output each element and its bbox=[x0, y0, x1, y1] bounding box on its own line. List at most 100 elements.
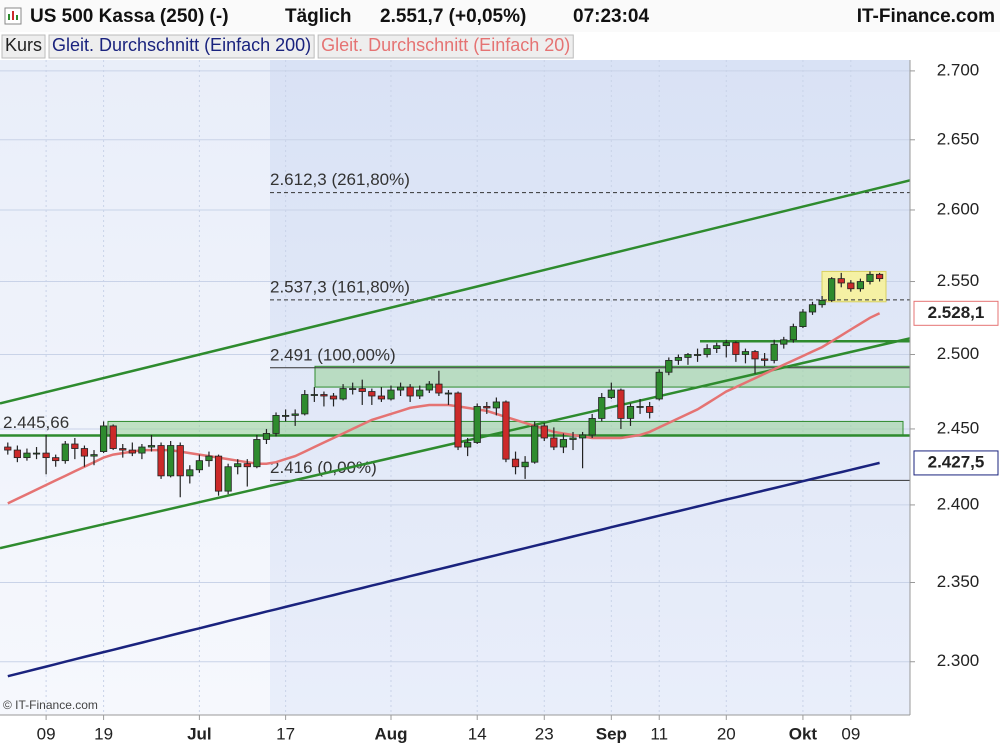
candle-body bbox=[349, 388, 357, 390]
candle-body bbox=[52, 457, 60, 462]
candle-body bbox=[339, 388, 347, 400]
candle-body bbox=[109, 425, 117, 449]
candle-body bbox=[119, 448, 127, 451]
candle-body bbox=[61, 443, 69, 462]
candle-body bbox=[559, 439, 568, 448]
candle-body bbox=[253, 439, 261, 468]
candle-body bbox=[205, 455, 213, 462]
candle-body bbox=[569, 437, 577, 440]
candle-body bbox=[856, 281, 865, 290]
y-tick-label: 2.550 bbox=[937, 271, 980, 290]
candle-body bbox=[703, 348, 711, 355]
candle-body bbox=[693, 354, 702, 356]
time: 07:23:04 bbox=[573, 6, 649, 27]
y-tick-label: 2.450 bbox=[937, 418, 980, 437]
candle-body bbox=[818, 299, 826, 306]
site: IT-Finance.com bbox=[857, 6, 995, 27]
candle-body bbox=[646, 406, 654, 413]
candle-body bbox=[808, 304, 817, 313]
candle-body bbox=[157, 445, 165, 477]
candle-body bbox=[751, 351, 759, 360]
candle-body bbox=[665, 359, 673, 373]
candle-body bbox=[23, 452, 31, 459]
candle-body bbox=[377, 395, 386, 400]
x-tick-label: 17 bbox=[276, 724, 295, 743]
candle-body bbox=[42, 452, 50, 459]
candle-body bbox=[626, 406, 635, 419]
candle-body bbox=[607, 389, 615, 398]
candle-body bbox=[406, 386, 414, 397]
fib-label: 2.537,3 (161,80%) bbox=[270, 277, 410, 296]
x-tick-label: 23 bbox=[535, 724, 554, 743]
candle-body bbox=[502, 401, 510, 460]
x-tick-label: 11 bbox=[650, 724, 668, 743]
candle-body bbox=[4, 446, 12, 451]
zone bbox=[314, 365, 910, 388]
fib-label: 2.612,3 (261,80%) bbox=[270, 170, 410, 189]
candle-body bbox=[224, 466, 232, 492]
candle-body bbox=[550, 437, 558, 448]
candle-body bbox=[454, 392, 462, 448]
candle-body bbox=[799, 311, 807, 327]
end-label: 2.427,5 bbox=[928, 452, 985, 471]
copyright: © IT-Finance.com bbox=[3, 698, 98, 712]
x-tick-label: 09 bbox=[841, 724, 860, 743]
candle-body bbox=[780, 339, 788, 345]
candle-body bbox=[387, 389, 395, 400]
fib-label: 2.491 (100,00%) bbox=[270, 345, 396, 364]
y-tick-label: 2.600 bbox=[937, 199, 980, 218]
candle-body bbox=[195, 460, 203, 471]
quote: 2.551,7 (+0,05%) bbox=[380, 6, 526, 27]
candle-body bbox=[655, 371, 663, 400]
candle-body bbox=[243, 463, 251, 468]
y-tick-label: 2.500 bbox=[937, 344, 980, 363]
legend-item: Gleit. Durchschnitt (Einfach 20) bbox=[317, 34, 574, 59]
candle-body bbox=[310, 394, 318, 396]
candle-body bbox=[416, 389, 424, 397]
candle-body bbox=[301, 394, 309, 415]
candle-body bbox=[598, 397, 606, 419]
candle-body bbox=[636, 406, 644, 408]
candle-body bbox=[358, 388, 366, 392]
candle-body bbox=[425, 383, 433, 391]
candle-body bbox=[90, 454, 98, 457]
candle-body bbox=[866, 273, 874, 282]
axes: 2.300 2.350 2.400 2.450 2.500 2.550 2.600 2.650… bbox=[0, 60, 999, 743]
candle-body bbox=[722, 342, 730, 347]
candle-body bbox=[147, 445, 156, 448]
legend-label: Gleit. Durchschnitt (Einfach 200) bbox=[52, 35, 311, 55]
candle-body bbox=[464, 442, 472, 448]
y-tick-label: 2.700 bbox=[937, 60, 980, 79]
x-tick-label: 19 bbox=[94, 724, 113, 743]
candle-body bbox=[272, 415, 280, 434]
candle-body bbox=[684, 354, 692, 358]
candle-body bbox=[329, 395, 338, 400]
candle-body bbox=[531, 425, 539, 463]
end-label-box bbox=[913, 450, 999, 476]
candle-body bbox=[32, 452, 41, 455]
candle-body bbox=[540, 425, 548, 439]
candle-body bbox=[320, 394, 328, 397]
candle-body bbox=[732, 342, 740, 355]
candle-body bbox=[483, 406, 491, 409]
chart-icon bbox=[4, 7, 22, 25]
y-tick-label: 2.300 bbox=[937, 651, 980, 670]
candle-body bbox=[80, 448, 89, 457]
candle-body bbox=[674, 357, 682, 361]
y-tick-label: 2.350 bbox=[937, 572, 980, 591]
candle-body bbox=[291, 413, 299, 416]
legend-box bbox=[1, 34, 46, 59]
candle-body bbox=[521, 461, 529, 468]
candle-body bbox=[435, 383, 443, 394]
candle-body bbox=[128, 449, 136, 454]
x-tick-label: Sep bbox=[596, 724, 627, 743]
trendline bbox=[0, 179, 910, 405]
header: US 500 Kassa (250) (-) Täglich 2.551,7 (… bbox=[0, 0, 1000, 32]
candle-body bbox=[444, 392, 453, 395]
candle-body bbox=[473, 406, 481, 443]
x-tick-label: Aug bbox=[374, 724, 407, 743]
x-tick-label: 14 bbox=[468, 724, 487, 743]
candle-body bbox=[588, 418, 596, 436]
candle-body bbox=[138, 446, 146, 454]
